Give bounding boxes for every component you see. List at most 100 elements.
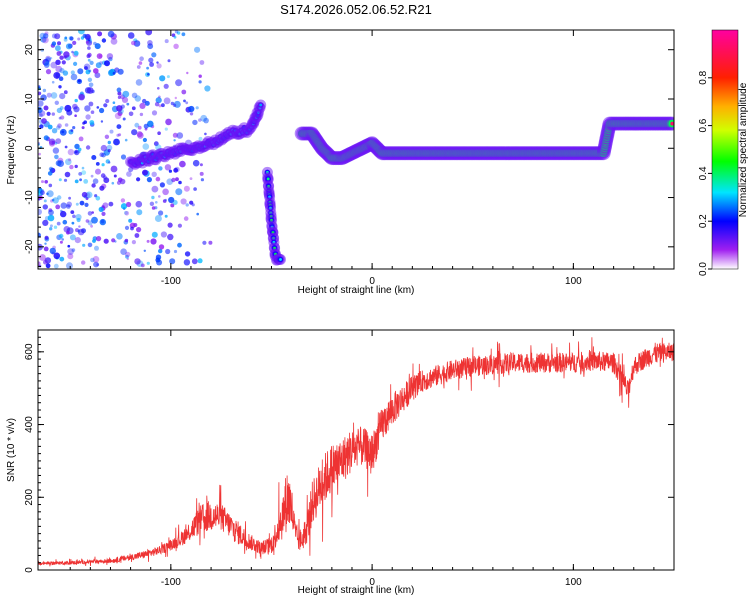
spectrogram-noise-blob <box>164 127 168 131</box>
spectrogram-noise-blob <box>63 38 68 42</box>
spectrogram-noise-blob <box>57 123 62 128</box>
spectrogram-noise-blob <box>158 210 164 216</box>
spectrogram-noise-blob <box>55 45 61 52</box>
spectrogram-noise-blob <box>185 203 189 207</box>
spectrogram-noise-blob <box>173 35 177 39</box>
spectrogram-ytick-label: -10 <box>24 190 35 205</box>
spectrogram-noise-blob <box>114 240 117 243</box>
spectrogram-noise-blob <box>55 59 61 65</box>
spectrogram-noise-blob <box>104 134 110 139</box>
spectrogram-noise-blob <box>61 60 66 65</box>
spectrogram-noise-blob <box>199 60 205 65</box>
spectrogram-noise-blob <box>59 233 64 239</box>
spectrogram-noise-blob <box>139 112 144 117</box>
spectrogram-noise-blob <box>69 234 76 241</box>
spectrogram-noise-blob <box>173 100 181 108</box>
spectrogram-noise-blob <box>38 113 43 118</box>
spectrogram-noise-blob <box>126 171 132 177</box>
spectrogram-noise-blob <box>100 120 104 123</box>
spectrogram-noise-blob <box>146 261 150 265</box>
spectrogram-noise-blob <box>142 143 150 150</box>
spectrogram-noise-blob <box>60 202 67 209</box>
spectrogram-frame <box>37 29 675 270</box>
spectrogram-trace-core <box>670 121 674 126</box>
spectrogram-noise-blob <box>48 183 53 188</box>
spectrogram-noise-blob <box>50 92 58 99</box>
spectrogram-noise-blob <box>70 129 74 132</box>
spectrogram-noise-blob <box>111 181 115 185</box>
spectrogram-noise-blob <box>171 177 176 183</box>
spectrogram-noise-blob <box>47 171 53 176</box>
spectrogram-noise-blob <box>54 100 59 106</box>
spectrogram-noise-blob <box>56 51 62 56</box>
spectrogram-noise-blob <box>117 95 121 99</box>
spectrogram-noise-blob <box>137 125 142 130</box>
spectrogram-noise-blob <box>113 174 117 178</box>
spectrogram-noise-blob <box>44 242 47 245</box>
colorbar: 0.0 0.2 0.4 0.6 0.8 Normalized spectral ampl… <box>698 29 749 276</box>
spectrogram-noise-blob <box>74 143 80 150</box>
spectrogram-noise-blob <box>44 235 49 240</box>
spectrogram-noise-blob <box>92 255 100 263</box>
spectrogram-noise-blob <box>66 201 72 208</box>
spectrogram-noise-blob <box>99 107 105 114</box>
snr-series-line <box>38 337 674 567</box>
snr-ticks: -100 0 100 0 200 400 600 <box>24 329 675 588</box>
spectrogram-noise-blob <box>55 160 62 167</box>
spectrogram-noise-blob <box>87 211 93 216</box>
spectrogram-noise-blob <box>87 46 91 50</box>
spectrogram-noise-blob <box>126 201 132 208</box>
spectrogram-noise-blob <box>175 177 179 182</box>
spectrogram-noise-blob <box>71 248 76 252</box>
spectrogram-noise-blob <box>164 214 168 218</box>
spectrogram-noise-blob <box>43 259 48 265</box>
spectrogram-noise-blob <box>96 53 103 59</box>
spectrogram-noise-blob <box>46 190 54 198</box>
spectrogram-noise-blob <box>158 248 163 254</box>
colorbar-tick-label: 0.0 <box>698 262 709 276</box>
spectrogram-noise-blob <box>56 221 61 226</box>
spectrogram-noise-blob <box>108 69 115 77</box>
spectrogram-noise-blob <box>106 144 113 151</box>
spectrogram-noise-blob <box>91 216 98 224</box>
spectrogram-noise-blob <box>204 132 207 136</box>
spectrogram-noise-blob <box>189 200 194 205</box>
spectrogram-noise-blob <box>101 152 106 158</box>
spectrogram-noise-blob <box>149 201 155 206</box>
spectrogram-noise-blob <box>53 263 59 269</box>
spectrogram-noise-blob <box>59 240 63 244</box>
spectrogram-noise-blob <box>76 217 81 223</box>
spectrogram-noise-blob <box>38 85 41 88</box>
spectrogram-noise-blob <box>45 263 51 269</box>
spectrogram-noise-blob <box>57 195 62 200</box>
spectrogram-noise-blob <box>178 180 182 185</box>
spectrogram-noise-blob <box>67 148 75 156</box>
spectrogram-trace-core <box>259 103 263 107</box>
spectrogram-noise-blob <box>94 72 101 79</box>
spectrogram-noise-blob <box>59 68 65 74</box>
colorbar-tick-label: 0.8 <box>698 70 709 84</box>
spectrogram-noise-blob <box>142 137 147 143</box>
spectrogram-noise-blob <box>198 136 203 141</box>
spectrogram-noise-blob <box>69 164 74 170</box>
spectrogram-noise-blob <box>193 187 197 191</box>
spectrogram-noise-blob <box>77 79 81 83</box>
spectrogram-noise-blob <box>85 197 89 200</box>
spectrogram-noise-blob <box>43 246 49 252</box>
snr-panel: -100 0 100 0 200 400 600 Height of straight li… <box>6 329 675 596</box>
snr-ytick-label: 400 <box>24 416 35 433</box>
spectrogram-noise-blob <box>91 155 97 160</box>
spectrogram-noise-blob <box>191 258 198 265</box>
spectrogram-noise-blob <box>120 248 127 255</box>
spectrogram-noise-blob <box>147 120 154 128</box>
spectrogram-noise-blob <box>78 30 85 35</box>
spectrogram-noise-blob <box>194 46 201 53</box>
spectrogram-noise-blob <box>78 94 85 101</box>
spectrogram-noise-blob <box>54 33 61 40</box>
spectrogram-noise-blob <box>107 30 115 38</box>
spectrogram-noise-blob <box>138 61 143 65</box>
spectrogram-noise-blob <box>144 100 150 106</box>
spectrogram-noise-blob <box>87 242 93 248</box>
spectrogram-noise-blob <box>77 147 82 152</box>
spectrogram-noise-blob <box>74 237 81 244</box>
